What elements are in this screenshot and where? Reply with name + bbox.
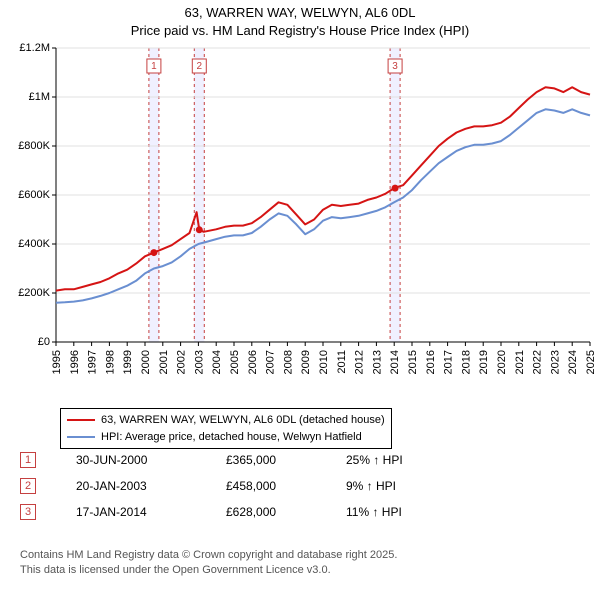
svg-text:2021: 2021 [514,350,526,374]
sale-price: £458,000 [226,479,346,493]
svg-text:2025: 2025 [585,350,594,374]
svg-text:£400K: £400K [18,238,50,250]
svg-text:2008: 2008 [282,350,294,374]
svg-text:2024: 2024 [567,350,579,374]
svg-text:2010: 2010 [318,350,330,374]
legend-swatch [67,436,95,438]
svg-text:2005: 2005 [229,350,241,374]
svg-text:2022: 2022 [532,350,544,374]
legend-row: HPI: Average price, detached house, Welw… [67,429,385,446]
svg-text:2014: 2014 [389,350,401,374]
legend: 63, WARREN WAY, WELWYN, AL6 0DL (detache… [60,408,392,449]
sale-date: 20-JAN-2003 [76,479,226,493]
svg-text:1: 1 [151,61,157,72]
svg-text:2020: 2020 [496,350,508,374]
sale-tag: 3 [20,504,36,520]
title-line1: 63, WARREN WAY, WELWYN, AL6 0DL [0,4,600,22]
svg-text:2000: 2000 [140,350,152,374]
svg-text:2007: 2007 [265,350,277,374]
sale-date: 30-JUN-2000 [76,453,226,467]
sale-pct: 9% ↑ HPI [346,479,446,493]
svg-text:2006: 2006 [247,350,259,374]
svg-text:2019: 2019 [478,350,490,374]
sale-pct: 11% ↑ HPI [346,505,446,519]
svg-text:2013: 2013 [371,350,383,374]
svg-text:2011: 2011 [336,350,348,374]
svg-text:2018: 2018 [460,350,472,374]
chart-area: £0 £200K £400K £600K £800K £1M £1.2M 1995 1996 19… [6,42,594,402]
svg-text:3: 3 [392,61,398,72]
sale-tag: 1 [20,452,36,468]
sale-row: 1 30-JUN-2000£365,00025% ↑ HPI [20,452,446,468]
sale-price: £365,000 [226,453,346,467]
svg-text:£200K: £200K [18,287,50,299]
svg-text:1995: 1995 [51,350,63,374]
svg-text:£0: £0 [38,336,50,348]
svg-text:2016: 2016 [425,350,437,374]
svg-text:2017: 2017 [443,350,455,374]
footer-line2: This data is licensed under the Open Gov… [20,563,397,578]
legend-swatch [67,419,95,421]
svg-text:1999: 1999 [122,350,134,374]
legend-label: 63, WARREN WAY, WELWYN, AL6 0DL (detache… [101,412,385,429]
svg-text:2009: 2009 [300,350,312,374]
svg-text:£800K: £800K [18,140,50,152]
sale-row: 2 20-JAN-2003£458,0009% ↑ HPI [20,478,446,494]
chart-svg: £0 £200K £400K £600K £800K £1M £1.2M 1995 1996 19… [6,42,594,402]
svg-text:2001: 2001 [158,350,170,374]
footer: Contains HM Land Registry data © Crown c… [20,548,397,578]
svg-text:2003: 2003 [193,350,205,374]
svg-text:2: 2 [197,61,203,72]
legend-label: HPI: Average price, detached house, Welw… [101,429,362,446]
svg-text:1998: 1998 [104,350,116,374]
svg-text:£600K: £600K [18,189,50,201]
svg-text:1996: 1996 [69,350,81,374]
svg-text:£1.2M: £1.2M [19,42,50,54]
sales-table: 1 30-JUN-2000£365,00025% ↑ HPI 2 20-JAN-200… [20,452,446,530]
svg-text:2012: 2012 [354,350,366,374]
svg-text:£1M: £1M [29,91,50,103]
svg-text:2023: 2023 [549,350,561,374]
svg-text:2004: 2004 [211,350,223,374]
sale-tag: 2 [20,478,36,494]
footer-line1: Contains HM Land Registry data © Crown c… [20,548,397,563]
chart-title: 63, WARREN WAY, WELWYN, AL6 0DL Price pa… [0,0,600,39]
title-line2: Price paid vs. HM Land Registry's House … [0,22,600,40]
svg-text:2015: 2015 [407,350,419,374]
sale-row: 3 17-JAN-2014£628,00011% ↑ HPI [20,504,446,520]
sale-date: 17-JAN-2014 [76,505,226,519]
sale-pct: 25% ↑ HPI [346,453,446,467]
svg-text:1997: 1997 [87,350,99,374]
svg-text:2002: 2002 [176,350,188,374]
sale-price: £628,000 [226,505,346,519]
legend-row: 63, WARREN WAY, WELWYN, AL6 0DL (detache… [67,412,385,429]
